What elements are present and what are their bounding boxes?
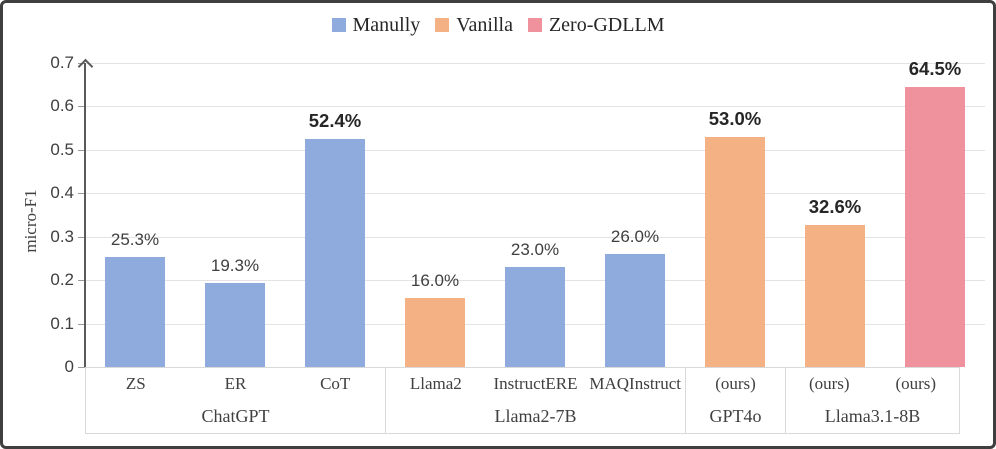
bar-value-label: 32.6% (808, 196, 862, 218)
axis-group-chatgpt: ZS ER CoT ChatGPT (85, 368, 385, 434)
y-tick-label: 0.6 (50, 96, 74, 116)
gridline (85, 149, 985, 151)
group-label: Llama2-7B (494, 406, 577, 427)
legend-label-manully: Manully (352, 14, 421, 36)
category-axis-table: ZS ER CoT ChatGPT Llama2 InstructERE MAQInstru… (85, 367, 960, 434)
bar-slot: 19.3% (185, 63, 285, 367)
legend-swatch-zero-gdllm (527, 18, 542, 32)
axis-categories-row: Llama2 InstructERE MAQInstruct (386, 368, 685, 401)
legend: Manully Vanilla Zero-GDLLM (3, 15, 993, 35)
gridline (85, 106, 985, 108)
gridline (85, 236, 985, 238)
y-tick-label: 0 (64, 357, 74, 376)
y-tick-label: 0.5 (50, 139, 74, 159)
y-axis-line (84, 63, 86, 367)
category-label: ZS (125, 374, 146, 394)
legend-swatch-vanilla (435, 18, 450, 32)
category-label: ER (224, 374, 247, 394)
category-label: (ours) (715, 374, 756, 394)
legend-swatch-manully (331, 18, 346, 32)
category-label: (ours) (895, 374, 937, 394)
bar-value-label: 64.5% (908, 57, 962, 79)
y-tick (78, 367, 85, 368)
bar-3-llama2 (405, 297, 465, 367)
bar-value-label: 52.4% (308, 110, 362, 132)
y-tick-label: 0.1 (50, 313, 74, 333)
y-tick-label: 0.2 (50, 270, 74, 290)
bar-slot: 16.0% (385, 63, 485, 367)
legend-item-manully: Manully (331, 14, 421, 36)
category-label: Llama2 (409, 374, 462, 394)
y-tick-label: 0.3 (50, 226, 74, 246)
axis-categories-row: (ours) (686, 368, 785, 401)
legend-label-zero-gdllm: Zero-GDLLM (548, 14, 665, 36)
y-tick (78, 149, 85, 151)
bar-0-zs (105, 257, 165, 367)
y-tick (78, 280, 85, 282)
bar-7-ours (805, 225, 865, 367)
bar-value-label: 16.0% (410, 270, 460, 290)
bar-slot: 26.0% (585, 63, 685, 367)
bar-6-ours (705, 136, 765, 367)
gridline (85, 63, 985, 64)
category-label: CoT (320, 374, 351, 394)
axis-group-gpt4o: (ours) GPT4o (685, 368, 785, 434)
y-tick (78, 63, 85, 64)
legend-label-vanilla: Vanilla (456, 14, 513, 36)
bar-value-label: 19.3% (210, 256, 260, 276)
bar-slot: 32.6% (785, 63, 885, 367)
bar-value-label: 26.0% (610, 227, 660, 247)
bar-value-label: 23.0% (510, 240, 560, 260)
bar-value-label: 25.3% (110, 230, 160, 250)
category-label: (ours) (808, 374, 850, 394)
y-tick (78, 106, 85, 108)
bar-4-instructere (505, 267, 565, 367)
axis-categories-row: (ours) (ours) (786, 368, 959, 401)
category-label: MAQInstruct (589, 374, 681, 394)
bar-1-er (205, 283, 265, 367)
axis-categories-row: ZS ER CoT (86, 368, 385, 401)
bar-value-label: 53.0% (708, 107, 762, 129)
y-tick (78, 236, 85, 238)
bar-slot: 64.5% (885, 58, 985, 367)
bar-slot: 53.0% (685, 63, 785, 367)
axis-group-llama2-7b: Llama2 InstructERE MAQInstruct Llama2-7B (385, 368, 685, 434)
bar-2-cot (305, 139, 365, 367)
bar-5-maqinstruct (605, 254, 665, 367)
bar-slot: 25.3% (85, 63, 185, 367)
y-tick-label: 0.4 (50, 183, 74, 203)
bar-8-ours (905, 86, 965, 367)
legend-item-vanilla: Vanilla (435, 15, 513, 35)
axis-group-llama3.1-8b: (ours) (ours) Llama3.1-8B (785, 368, 960, 434)
bar-slot: 52.4% (285, 63, 385, 367)
y-tick (78, 193, 85, 195)
plot-area: 0 0.1 0.2 0.3 0.4 0.5 0.6 0.7 25.3% 19.3% 52.4% 16… (50, 53, 985, 376)
y-axis-title: micro-F1 (21, 189, 40, 253)
bars-layer: 25.3% 19.3% 52.4% 16.0% 23.0% 26.0% 53.0% 32.6%… (85, 58, 985, 367)
category-label: InstructERE (493, 374, 578, 394)
bar-slot: 23.0% (485, 63, 585, 367)
legend-item-zero-gdllm: Zero-GDLLM (527, 14, 665, 36)
gridline (85, 193, 985, 195)
group-label: ChatGPT (201, 406, 270, 427)
group-label: Llama3.1-8B (824, 406, 921, 427)
y-tick-label: 0.7 (50, 53, 74, 72)
y-tick (78, 323, 85, 325)
group-label: GPT4o (709, 406, 762, 427)
